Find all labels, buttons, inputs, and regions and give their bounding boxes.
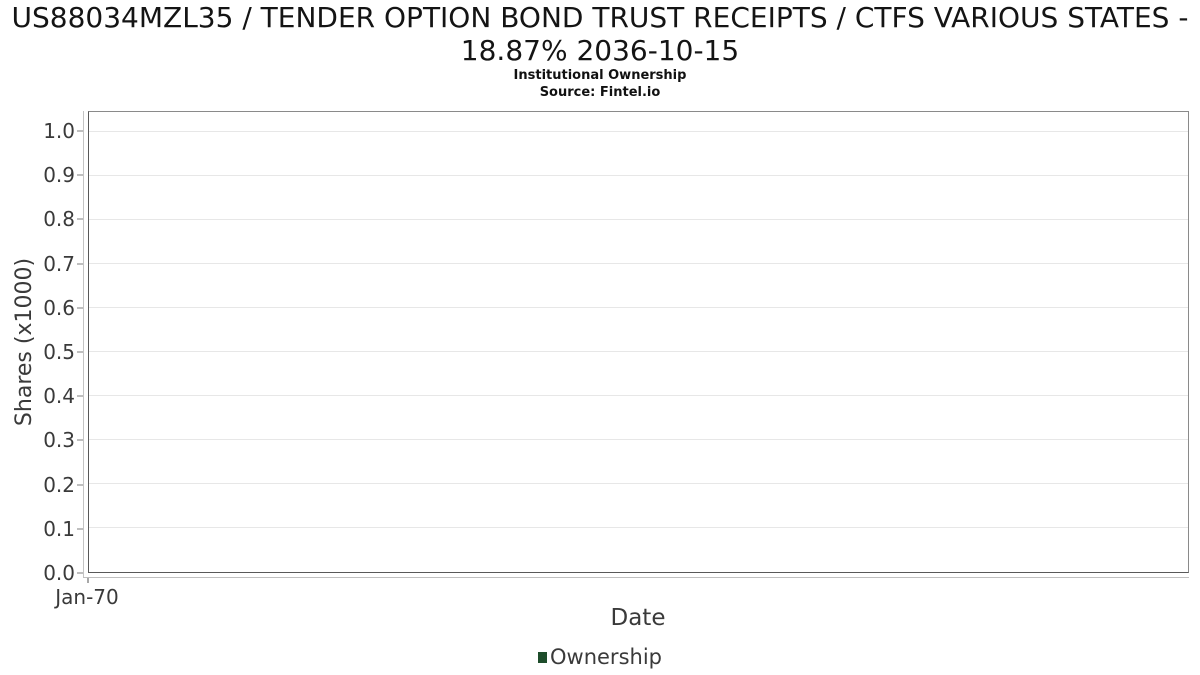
y-axis-tick (77, 174, 83, 177)
y-axis-tick-label: 0.6 (43, 295, 75, 320)
y-axis-tick-label: 0.1 (43, 516, 75, 541)
chart-title: US88034MZL35 / TENDER OPTION BOND TRUST … (11, 1, 1189, 67)
y-axis-tick-label: 0.3 (43, 428, 75, 453)
y-axis-tick-label: 0.7 (43, 251, 75, 276)
x-axis-line (83, 577, 1189, 578)
gridline-y-0.3 (89, 438, 1188, 440)
y-axis-tick-label: 0.9 (43, 163, 75, 188)
y-axis-tick-label: 0.0 (43, 561, 75, 585)
y-axis-tick-label: 0.4 (43, 384, 75, 409)
y-axis-tick (77, 350, 83, 353)
y-axis-tick (77, 439, 83, 442)
y-axis-tick (77, 218, 83, 221)
gridline-y-0.6 (89, 306, 1188, 308)
gridline-y-0.9 (89, 174, 1188, 176)
x-axis-tick (87, 578, 89, 583)
gridline-y-0.5 (89, 350, 1188, 352)
gridline-y-0.2 (89, 482, 1188, 484)
y-axis-tick (77, 527, 83, 530)
x-axis-tick-label: Jan-70 (55, 585, 119, 609)
y-axis-tick-label: 0.2 (43, 472, 75, 497)
gridline-y-0.4 (89, 394, 1188, 396)
y-axis-tick (77, 129, 83, 132)
y-axis-tick (77, 395, 83, 398)
gridline-y-1.0 (89, 130, 1188, 132)
gridline-y-0.1 (89, 526, 1188, 528)
y-axis-tick (77, 262, 83, 265)
x-axis-title: Date (610, 605, 666, 631)
y-axis-tick (77, 483, 83, 486)
y-axis-tick-label: 1.0 (43, 118, 75, 143)
gridline-y-0.8 (89, 218, 1188, 220)
plot-area (88, 111, 1189, 573)
y-axis-tick-label: 0.5 (43, 339, 75, 364)
y-axis-tick-label: 0.8 (43, 207, 75, 232)
chart-subtitle: Institutional Ownership (513, 68, 687, 83)
legend: Ownership (0, 645, 1200, 669)
chart-source-credit: Source: Fintel.io (539, 85, 661, 100)
y-axis-tick (77, 572, 83, 574)
gridline-y-0.7 (89, 262, 1188, 264)
legend-marker-ownership (538, 651, 547, 663)
legend-label-ownership: Ownership (550, 645, 662, 669)
y-axis-line (83, 111, 84, 578)
y-axis-tick (77, 306, 83, 309)
